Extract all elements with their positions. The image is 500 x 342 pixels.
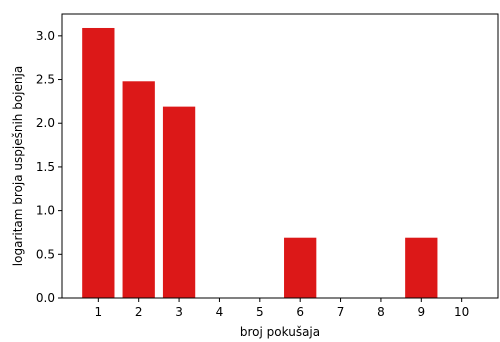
y-tick-label: 2.5: [36, 73, 55, 87]
x-axis-label: broj pokušaja: [240, 325, 320, 339]
x-tick-label: 4: [216, 305, 224, 319]
y-tick-label: 0.5: [36, 247, 55, 261]
x-tick-label: 3: [175, 305, 183, 319]
x-tick-label: 1: [95, 305, 103, 319]
y-axis-ticks: 0.0 0.5 1.0 1.5 2.0 2.5 3.0: [36, 29, 62, 305]
x-tick-label: 5: [256, 305, 264, 319]
x-tick-label: 10: [454, 305, 469, 319]
y-axis-label: logaritam broja uspješnih bojenja: [11, 66, 25, 266]
bar-6: [284, 237, 317, 298]
y-tick-label: 3.0: [36, 29, 55, 43]
plot-frame: [61, 13, 499, 299]
x-axis-ticks: 1 2 3 4 5 6 7 8 9 10: [95, 298, 469, 319]
y-tick-label: 0.0: [36, 291, 55, 305]
y-tick-label: 1.0: [36, 204, 55, 218]
x-tick-label: 9: [417, 305, 425, 319]
bar-9: [405, 237, 438, 298]
x-tick-label: 7: [337, 305, 345, 319]
bars-group: [82, 27, 438, 299]
bar-2: [122, 81, 155, 298]
bar-1: [82, 27, 115, 299]
x-tick-label: 6: [296, 305, 304, 319]
bar-3: [162, 106, 196, 299]
x-tick-label: 2: [135, 305, 143, 319]
x-tick-label: 8: [377, 305, 385, 319]
y-tick-label: 2.0: [36, 116, 55, 130]
y-tick-label: 1.5: [36, 160, 55, 174]
